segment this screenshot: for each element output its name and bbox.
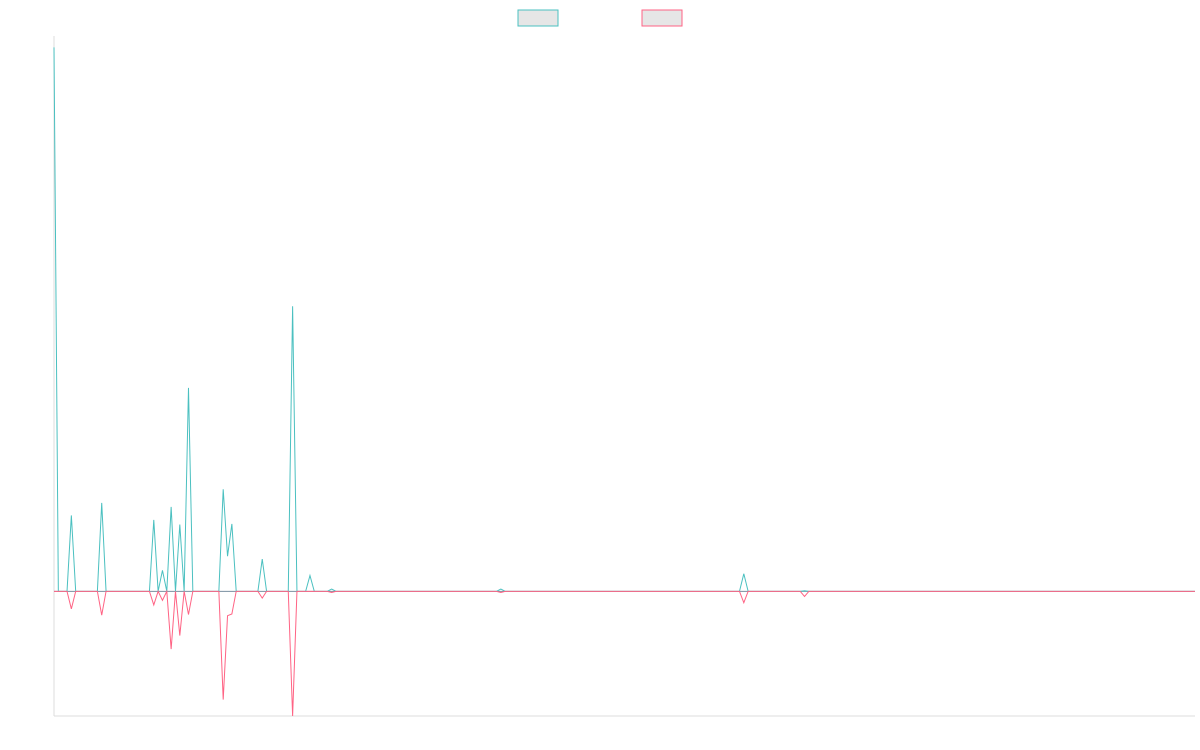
- series-layer: [53, 47, 1195, 717]
- chart-axes: [53, 36, 1195, 717]
- chart-legend[interactable]: [517, 9, 683, 27]
- series-line-2: [54, 589, 1195, 717]
- series-line-1: [53, 47, 1195, 592]
- legend-swatch-1[interactable]: [517, 9, 559, 27]
- legend-swatch-2[interactable]: [641, 9, 683, 27]
